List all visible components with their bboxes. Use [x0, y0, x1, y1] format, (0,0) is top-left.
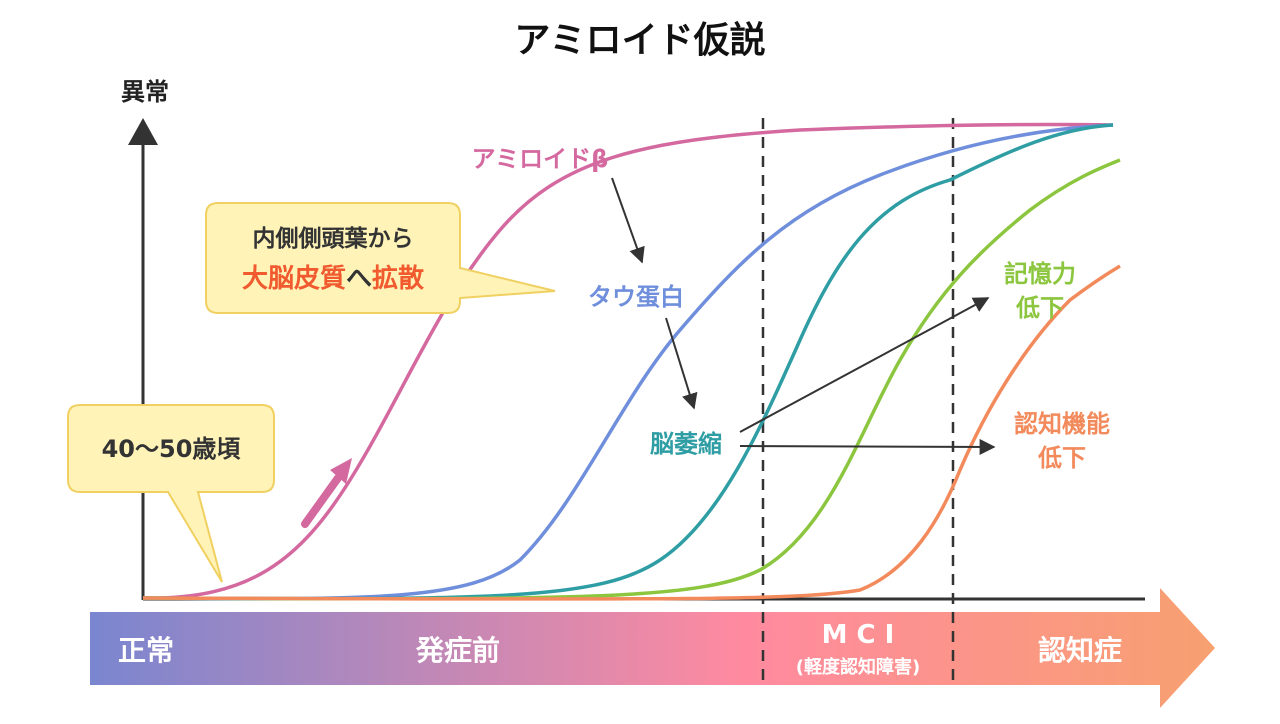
stage-mci-label: M C I [822, 620, 895, 650]
atrophy-to-memory-arrow [739, 297, 990, 433]
spread-callout-line2: 大脳皮質へ拡散 [242, 264, 424, 294]
diffusion-emphasis: 拡散 [372, 264, 424, 294]
stage-mci-sublabel: (軽度認知障害) [796, 656, 920, 678]
cerebral-cortex-emphasis: 大脳皮質 [242, 264, 346, 294]
y-axis-arrowhead [128, 118, 158, 145]
spread-callout: 内側側頭葉から 大脳皮質へ拡散 [205, 202, 556, 314]
cognitive-decline-curve [142, 264, 1121, 601]
spread-callout-line1: 内側側頭葉から [253, 226, 414, 252]
age-callout-text: 40〜50歳頃 [102, 435, 242, 463]
tau-protein-curve [142, 123, 1114, 601]
atrophy-to-cognition-arrow [739, 438, 996, 455]
age-callout: 40〜50歳頃 [67, 404, 275, 583]
cognitive-decline-label-line1: 認知機能 [1014, 410, 1110, 438]
brain-atrophy-label: 脳萎縮 [650, 430, 722, 458]
tau-to-atrophy-arrow [665, 317, 698, 410]
memory-decline-label-line1: 記憶力 [1004, 260, 1076, 288]
stage-progress-bar [90, 588, 1215, 708]
rising-trend-icon [301, 458, 352, 528]
stage-normal-label: 正常 [118, 634, 174, 667]
amyloid-beta-label: アミロイドβ [472, 145, 609, 173]
y-axis-label: 異常 [121, 78, 169, 106]
brain-atrophy-curve [142, 123, 1114, 601]
cognitive-decline-label-line2: 低下 [1037, 444, 1086, 472]
spread-callout-particle: へ [346, 264, 372, 294]
amyloid-to-tau-arrow [611, 177, 645, 264]
diagram-title: アミロイド仮説 [514, 20, 765, 61]
stage-dementia-label: 認知症 [1038, 634, 1122, 667]
amyloid-beta-curve [142, 122, 1114, 600]
memory-decline-curve [142, 158, 1121, 601]
tau-protein-label: タウ蛋白 [588, 283, 684, 311]
stage-preclinical-label: 発症前 [415, 634, 500, 667]
memory-decline-label-line2: 低下 [1015, 294, 1064, 322]
